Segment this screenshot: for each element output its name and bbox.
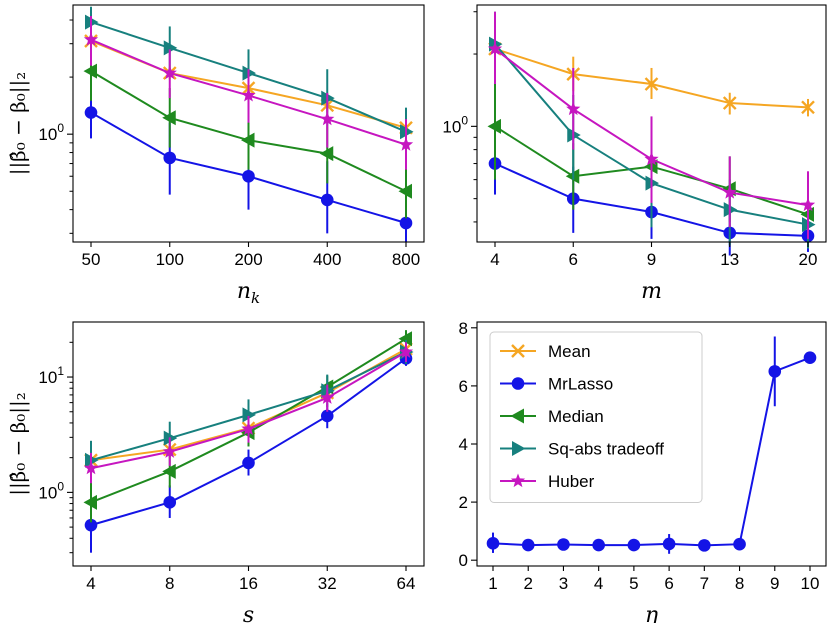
data-point	[242, 457, 255, 470]
panel-s: 4 8 16 32 64 100 101 s ||β̂₀ − β₀||₂	[6, 322, 424, 623]
data-point	[592, 539, 605, 552]
x-tick-label: 20	[799, 250, 818, 269]
x-tick-label: 32	[318, 574, 337, 593]
x-tick-label: 64	[397, 574, 416, 593]
y-tick-label: 8	[459, 319, 468, 338]
x-tick-label: 1	[488, 574, 497, 593]
x-tick-label: 8	[735, 574, 744, 593]
x-tick-label: 200	[234, 250, 262, 269]
x-tick-label: 8	[165, 574, 174, 593]
y-tick-label: 100	[38, 121, 64, 144]
data-point	[804, 351, 817, 364]
figure: 50100200400800100nk||β̂₀ − β₀||₂ 4691320…	[0, 0, 830, 623]
x-tick-label: 4	[86, 574, 95, 593]
x-tick-label: 3	[559, 574, 568, 593]
y-tick-label: 0	[459, 551, 468, 570]
x-tick-label: 4	[490, 250, 499, 269]
data-point	[242, 170, 255, 183]
y-axis-label: ||β̂₀ − β₀||₂	[6, 392, 31, 496]
data-point	[163, 152, 176, 165]
x-tick-label: 9	[647, 250, 656, 269]
data-point	[487, 537, 500, 550]
data-point	[163, 496, 176, 509]
legend-label: Huber	[548, 472, 595, 491]
y-tick-label: 6	[459, 377, 468, 396]
legend-marker	[512, 377, 525, 390]
x-tick-label: 9	[770, 574, 779, 593]
panel-n-k: 50 100 200 400 800 100 nk ||β̂₀ − β₀||₂	[6, 5, 424, 307]
legend-label: MrLasso	[548, 375, 613, 394]
legend: Mean MrLasso Median Sq-abs tradeoff Huber	[490, 332, 702, 503]
x-axis-label: s	[243, 603, 254, 623]
x-tick-label: 100	[156, 250, 184, 269]
x-tick-label: 5	[629, 574, 638, 593]
y-axis-label: ||β̂₀ − β₀||₂	[6, 72, 31, 176]
legend-label: Mean	[548, 342, 591, 361]
y-tick-label: 4	[459, 435, 468, 454]
data-point	[400, 217, 413, 230]
y-tick-label: 2	[459, 493, 468, 512]
data-point	[733, 538, 746, 551]
x-tick-label: 2	[523, 574, 532, 593]
data-point	[663, 538, 676, 551]
data-point	[768, 365, 781, 378]
series-mean	[489, 39, 814, 116]
x-axis-label: m	[641, 279, 662, 304]
series-mrlasso	[85, 350, 413, 552]
data-point	[85, 106, 98, 119]
legend-label: Median	[548, 407, 604, 426]
data-point	[628, 539, 641, 552]
x-axis-label: nk	[237, 279, 260, 307]
data-point	[557, 538, 570, 551]
data-point	[698, 539, 711, 552]
panel-m: 4 6 9 13 20 100 m	[442, 5, 826, 304]
y-tick-label: 100	[442, 113, 468, 136]
y-tick-label: 101	[38, 364, 64, 387]
y-tick-label: 100	[38, 479, 64, 502]
x-axis-label: η	[645, 603, 658, 623]
x-tick-label: 7	[700, 574, 709, 593]
x-tick-label: 6	[664, 574, 673, 593]
x-tick-label: 16	[239, 574, 258, 593]
data-point	[321, 194, 334, 207]
x-tick-label: 13	[720, 250, 739, 269]
x-tick-label: 10	[801, 574, 820, 593]
x-tick-label: 6	[569, 250, 578, 269]
x-tick-label: 800	[392, 250, 420, 269]
data-point	[522, 539, 535, 552]
x-tick-label: 400	[313, 250, 341, 269]
x-tick-label: 4	[594, 574, 603, 593]
legend-label: Sq-abs tradeoff	[548, 440, 664, 459]
x-tick-label: 50	[82, 250, 101, 269]
